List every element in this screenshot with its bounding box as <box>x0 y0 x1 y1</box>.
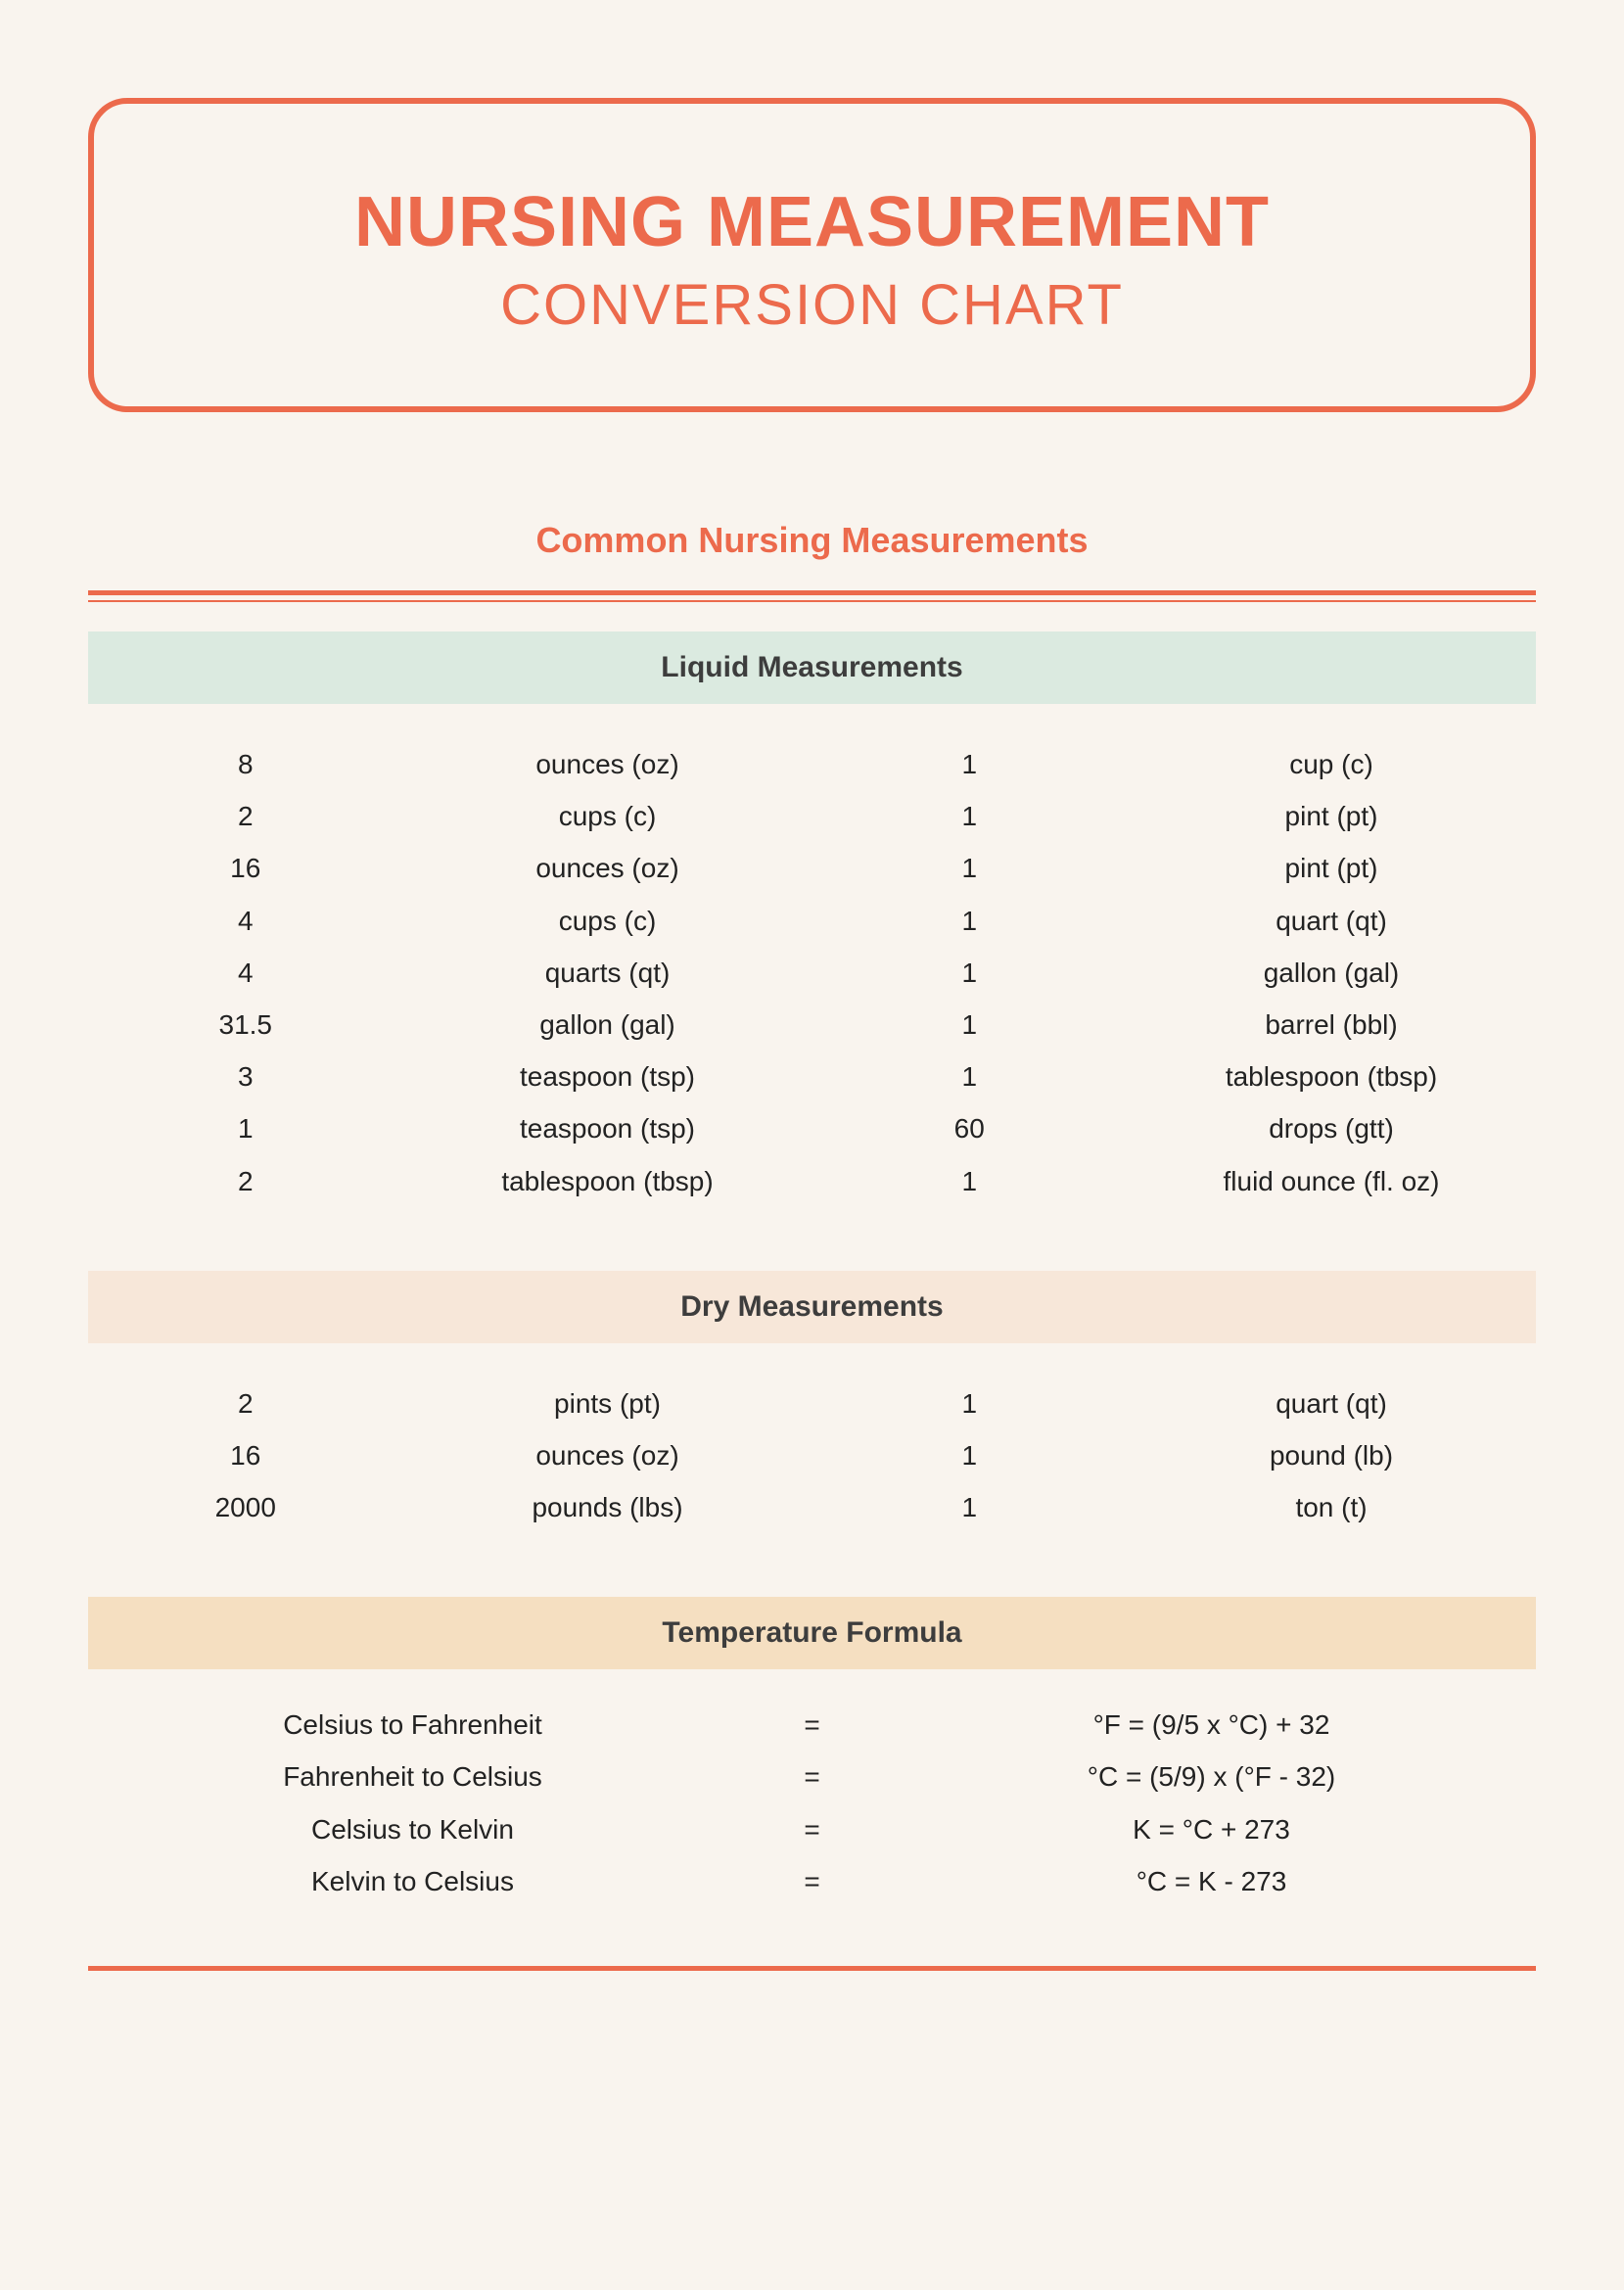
table-row: 8ounces (oz)1cup (c) <box>88 738 1536 790</box>
cell: Celsius to Fahrenheit <box>88 1699 737 1751</box>
cell: pints (pt) <box>403 1378 812 1429</box>
cell: 1 <box>812 738 1128 790</box>
cell: ton (t) <box>1127 1481 1536 1533</box>
cell: 1 <box>812 790 1128 842</box>
cell: K = °C + 273 <box>887 1803 1536 1855</box>
cell: 1 <box>812 1429 1128 1481</box>
cell: 60 <box>812 1102 1128 1154</box>
cell: gallon (gal) <box>1127 947 1536 999</box>
cell: quart (qt) <box>1127 1378 1536 1429</box>
table-row: 16ounces (oz)1pound (lb) <box>88 1429 1536 1481</box>
cell: 2 <box>88 790 403 842</box>
table-row: 1teaspoon (tsp)60drops (gtt) <box>88 1102 1536 1154</box>
table-row: 3teaspoon (tsp)1tablespoon (tbsp) <box>88 1051 1536 1102</box>
cell: fluid ounce (fl. oz) <box>1127 1155 1536 1207</box>
cell: 2 <box>88 1378 403 1429</box>
cell: teaspoon (tsp) <box>403 1102 812 1154</box>
cell: 2 <box>88 1155 403 1207</box>
title-line2: CONVERSION CHART <box>133 272 1491 338</box>
formula-row: Fahrenheit to Celsius=°C = (5/9) x (°F -… <box>88 1751 1536 1802</box>
temp-header: Temperature Formula <box>88 1597 1536 1669</box>
cell: = <box>737 1855 887 1907</box>
formula-row: Kelvin to Celsius=°C = K - 273 <box>88 1855 1536 1907</box>
liquid-header: Liquid Measurements <box>88 631 1536 704</box>
cell: 4 <box>88 895 403 947</box>
cell: Fahrenheit to Celsius <box>88 1751 737 1802</box>
top-double-rule <box>88 590 1536 602</box>
cell: 1 <box>812 947 1128 999</box>
cell: pint (pt) <box>1127 790 1536 842</box>
dry-rows: 2pints (pt)1quart (qt)16ounces (oz)1poun… <box>88 1343 1536 1568</box>
cell: pint (pt) <box>1127 842 1536 894</box>
table-row: 31.5gallon (gal)1barrel (bbl) <box>88 999 1536 1051</box>
cell: tablespoon (tbsp) <box>403 1155 812 1207</box>
cell: = <box>737 1699 887 1751</box>
cell: ounces (oz) <box>403 738 812 790</box>
cell: °F = (9/5 x °C) + 32 <box>887 1699 1536 1751</box>
cell: cup (c) <box>1127 738 1536 790</box>
cell: 1 <box>812 1051 1128 1102</box>
temp-rows: Celsius to Fahrenheit=°F = (9/5 x °C) + … <box>88 1669 1536 1917</box>
dry-header: Dry Measurements <box>88 1271 1536 1343</box>
cell: quart (qt) <box>1127 895 1536 947</box>
cell: 4 <box>88 947 403 999</box>
cell: tablespoon (tbsp) <box>1127 1051 1536 1102</box>
cell: 1 <box>812 1378 1128 1429</box>
cell: 1 <box>812 1155 1128 1207</box>
cell: 1 <box>812 1481 1128 1533</box>
cell: quarts (qt) <box>403 947 812 999</box>
bottom-rule <box>88 1966 1536 1971</box>
cell: 2000 <box>88 1481 403 1533</box>
formula-row: Celsius to Fahrenheit=°F = (9/5 x °C) + … <box>88 1699 1536 1751</box>
cell: °C = (5/9) x (°F - 32) <box>887 1751 1536 1802</box>
cell: = <box>737 1803 887 1855</box>
table-row: 16ounces (oz)1pint (pt) <box>88 842 1536 894</box>
cell: Kelvin to Celsius <box>88 1855 737 1907</box>
cell: 1 <box>812 999 1128 1051</box>
cell: 31.5 <box>88 999 403 1051</box>
table-row: 2pints (pt)1quart (qt) <box>88 1378 1536 1429</box>
cell: 1 <box>88 1102 403 1154</box>
title-line1: NURSING MEASUREMENT <box>133 182 1491 262</box>
cell: 8 <box>88 738 403 790</box>
table-row: 4cups (c)1quart (qt) <box>88 895 1536 947</box>
title-box: NURSING MEASUREMENT CONVERSION CHART <box>88 98 1536 412</box>
cell: 1 <box>812 842 1128 894</box>
table-row: 2tablespoon (tbsp)1fluid ounce (fl. oz) <box>88 1155 1536 1207</box>
cell: drops (gtt) <box>1127 1102 1536 1154</box>
cell: barrel (bbl) <box>1127 999 1536 1051</box>
formula-row: Celsius to Kelvin=K = °C + 273 <box>88 1803 1536 1855</box>
cell: cups (c) <box>403 790 812 842</box>
cell: 3 <box>88 1051 403 1102</box>
cell: cups (c) <box>403 895 812 947</box>
table-row: 2000pounds (lbs)1ton (t) <box>88 1481 1536 1533</box>
cell: ounces (oz) <box>403 842 812 894</box>
cell: teaspoon (tsp) <box>403 1051 812 1102</box>
cell: ounces (oz) <box>403 1429 812 1481</box>
section-title: Common Nursing Measurements <box>88 520 1536 561</box>
table-row: 2cups (c)1pint (pt) <box>88 790 1536 842</box>
cell: pounds (lbs) <box>403 1481 812 1533</box>
cell: 16 <box>88 1429 403 1481</box>
cell: = <box>737 1751 887 1802</box>
cell: gallon (gal) <box>403 999 812 1051</box>
cell: °C = K - 273 <box>887 1855 1536 1907</box>
liquid-rows: 8ounces (oz)1cup (c)2cups (c)1pint (pt)1… <box>88 704 1536 1241</box>
cell: 1 <box>812 895 1128 947</box>
table-row: 4quarts (qt)1gallon (gal) <box>88 947 1536 999</box>
cell: Celsius to Kelvin <box>88 1803 737 1855</box>
cell: pound (lb) <box>1127 1429 1536 1481</box>
cell: 16 <box>88 842 403 894</box>
